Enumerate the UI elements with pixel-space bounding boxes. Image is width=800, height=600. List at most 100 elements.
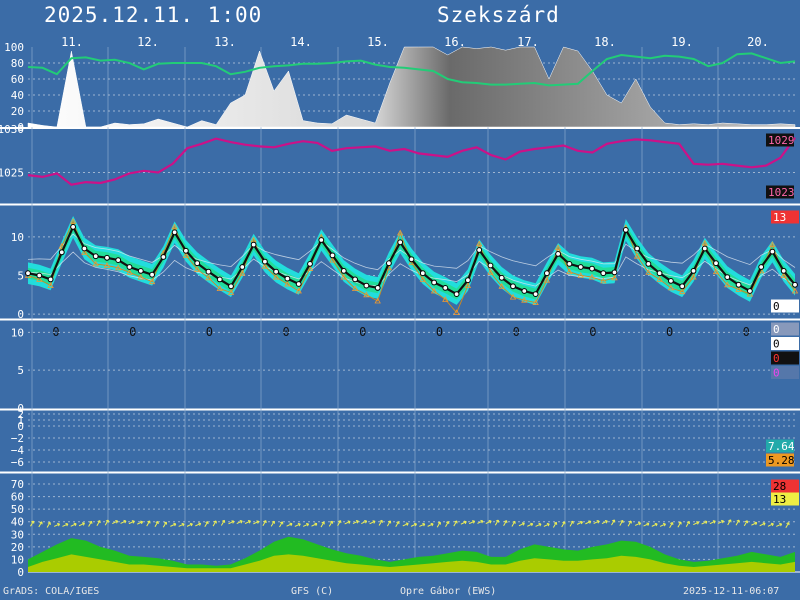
temp-mean-point bbox=[679, 283, 686, 290]
temp-low-marker bbox=[239, 269, 246, 276]
temp-low-marker bbox=[633, 252, 641, 259]
temp-zero-marker: 0 bbox=[513, 325, 520, 339]
wind-arrow bbox=[468, 520, 476, 525]
wind-arrow bbox=[178, 522, 185, 527]
wind-arrow bbox=[453, 520, 458, 527]
temp-mean-point bbox=[104, 254, 110, 261]
wind-arrow bbox=[643, 522, 650, 527]
pressure-max-label: 1029 bbox=[768, 134, 795, 147]
temp-low-marker bbox=[81, 248, 88, 255]
wind-arrow bbox=[701, 520, 708, 525]
pressure-line bbox=[27, 137, 796, 186]
wind-arrow bbox=[709, 520, 716, 525]
temp-low-marker bbox=[284, 280, 291, 287]
wind-arrow bbox=[70, 522, 77, 527]
temp-mean-point bbox=[183, 247, 189, 254]
wind-arrow-head bbox=[321, 521, 325, 525]
temp-mean-point bbox=[532, 291, 539, 298]
temp-low-marker bbox=[780, 272, 787, 278]
wind-arrow bbox=[460, 520, 467, 525]
temp-max-label: 13 bbox=[773, 211, 786, 224]
wind-arrow-shaft bbox=[634, 522, 641, 526]
temp-low-marker bbox=[712, 268, 720, 275]
temp-low-marker bbox=[36, 276, 43, 282]
wind-max-label-bg bbox=[771, 479, 799, 493]
wind-arrow bbox=[154, 521, 159, 527]
temp-mean-point bbox=[544, 270, 550, 277]
wind-arrow-head bbox=[553, 521, 558, 525]
day-label: 20. bbox=[747, 35, 769, 49]
temp-mean-point bbox=[397, 239, 404, 246]
temp-low-line bbox=[27, 220, 796, 314]
wind-arrow-shaft bbox=[46, 522, 51, 528]
temp-low-marker bbox=[182, 252, 190, 258]
wind-arrow-head bbox=[678, 521, 682, 525]
wind-arrow-shaft bbox=[337, 520, 342, 527]
wind-arrow-head bbox=[454, 520, 458, 524]
wind-arrow bbox=[186, 522, 193, 527]
wind-arrow-head bbox=[696, 521, 700, 525]
precip-value-label-bg bbox=[771, 351, 799, 365]
y-tick-label: 0 bbox=[17, 402, 24, 415]
wind-arrow-shaft bbox=[535, 523, 542, 527]
y-tick-label: 20 bbox=[11, 541, 24, 554]
wind-arrow-shaft bbox=[518, 522, 525, 527]
precip-value-label: 0 bbox=[773, 323, 780, 336]
temp-mean-point bbox=[58, 249, 65, 256]
wind-arrow bbox=[785, 522, 790, 529]
wind-arrow-head bbox=[256, 520, 260, 524]
wind-arrow-shaft bbox=[485, 520, 492, 525]
temp-low-marker bbox=[295, 287, 302, 294]
temp-low-marker bbox=[272, 273, 280, 280]
y-tick-label: 0 bbox=[17, 420, 24, 433]
stability-label-1: 7.64 bbox=[768, 440, 795, 453]
temp-zero-marker: 0 bbox=[282, 325, 289, 339]
temp-mean-point bbox=[465, 277, 471, 284]
wind-arrow-head bbox=[770, 522, 774, 527]
wind-arrow-shaft bbox=[611, 519, 615, 526]
y-tick-label: 1025 bbox=[0, 167, 24, 180]
stability-label-2: 5.28 bbox=[768, 454, 795, 467]
wind-arrow bbox=[262, 520, 267, 527]
wind-arrow-head bbox=[131, 520, 135, 524]
temp-mean-point bbox=[442, 285, 449, 291]
wind-arrow-head bbox=[247, 520, 251, 524]
wind-arrow bbox=[395, 521, 400, 528]
wind-arrow-shaft bbox=[543, 523, 550, 527]
wind-arrow bbox=[619, 519, 624, 526]
wind-arrow bbox=[767, 522, 774, 527]
day-label: 14. bbox=[290, 35, 312, 49]
temp-mean-point bbox=[487, 262, 494, 269]
wind-arrow bbox=[685, 521, 690, 527]
wind-arrow bbox=[485, 520, 492, 525]
wind-arrow bbox=[445, 521, 450, 527]
wind-arrow-shaft bbox=[262, 520, 267, 527]
wind-arrow-shaft bbox=[88, 521, 93, 527]
wind-arrow-shaft bbox=[204, 521, 209, 528]
wind-arrow-shaft bbox=[552, 522, 557, 528]
wind-arrow-head bbox=[662, 522, 666, 527]
wind-arrow-head bbox=[140, 520, 144, 525]
temp-low-marker bbox=[69, 218, 77, 224]
wind-arrow-head bbox=[596, 520, 600, 524]
temp-mean-point bbox=[284, 275, 291, 282]
wind-arrow-shaft bbox=[220, 520, 225, 526]
wind-arrow-head bbox=[306, 522, 310, 527]
wind-arrow-shaft bbox=[767, 523, 774, 527]
temp-mean-point bbox=[476, 247, 483, 253]
wind-arrow bbox=[38, 521, 43, 528]
temp-mean-point bbox=[555, 251, 561, 257]
y-tick-label: −2 bbox=[11, 432, 24, 445]
temp-mean-point bbox=[47, 276, 54, 283]
wind-arrow bbox=[337, 520, 342, 527]
wind-arrow bbox=[569, 520, 574, 527]
wind-arrow-head bbox=[654, 522, 658, 527]
temp-low-marker bbox=[645, 269, 652, 275]
temp-zero-marker: 0 bbox=[743, 325, 750, 339]
temp-mean-point bbox=[668, 278, 674, 284]
temp-mean-point bbox=[363, 282, 370, 289]
wind-arrow-head bbox=[65, 522, 69, 527]
wind-arrow bbox=[344, 520, 351, 525]
wind-arrow-head bbox=[329, 520, 334, 524]
